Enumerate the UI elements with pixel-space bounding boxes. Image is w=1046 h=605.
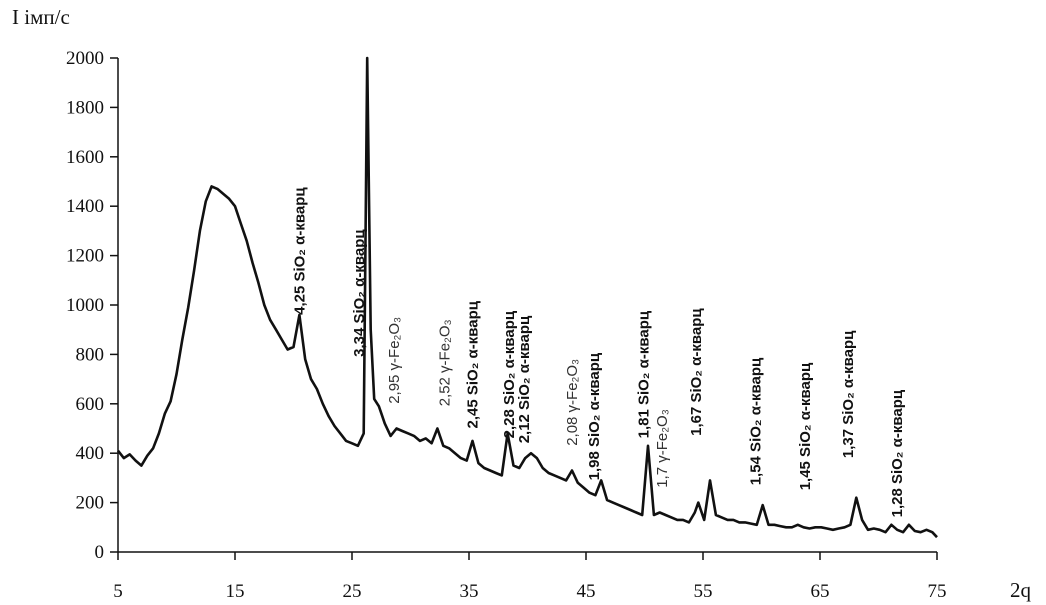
- x-tick-label: 25: [343, 581, 362, 602]
- y-tick-label: 1600: [66, 147, 104, 168]
- peak-label: 1,7 γ-Fe₂O₃: [654, 409, 671, 488]
- peak-label: 1,45 SiO₂ α-кварц: [797, 362, 814, 490]
- peak-label: 1,37 SiO₂ α-кварц: [840, 330, 857, 458]
- x-tick-label: 5: [113, 581, 123, 602]
- x-tick-label: 15: [226, 581, 245, 602]
- peak-label: 1,54 SiO₂ α-кварц: [748, 357, 765, 485]
- peak-label: 2,12 SiO₂ α-кварц: [516, 315, 533, 443]
- y-tick-label: 1000: [66, 295, 104, 316]
- y-tick-label: 2000: [66, 48, 104, 69]
- y-tick-label: 0: [95, 542, 105, 563]
- diffraction-line: [116, 56, 938, 539]
- y-tick-label: 200: [76, 493, 105, 514]
- x-tick-label: 45: [577, 581, 596, 602]
- series-layer: [116, 56, 938, 539]
- x-tick-label: 75: [928, 581, 947, 602]
- y-tick-label: 1800: [66, 97, 104, 118]
- peak-label: 2,95 γ-Fe₂O₃: [386, 317, 403, 404]
- y-axis-title: I імп/с: [12, 5, 70, 29]
- y-tick-label: 800: [76, 344, 105, 365]
- peak-label: 1,28 SiO₂ α-кварц: [889, 389, 906, 517]
- peak-label: 1,81 SiO₂ α-кварц: [635, 310, 652, 438]
- y-tick-label: 400: [76, 443, 105, 464]
- peak-label: 2,52 γ-Fe₂O₃: [436, 319, 453, 406]
- peak-label: 3,34 SiO₂ α-кварц: [351, 229, 368, 357]
- x-tick-label: 55: [694, 581, 713, 602]
- x-tick-label: 35: [460, 581, 479, 602]
- peak-label: 4,25 SiO₂ α-кварц: [291, 187, 308, 315]
- peak-label: 1,67 SiO₂ α-кварц: [688, 308, 705, 436]
- peak-label: 2,08 γ-Fe₂O₃: [564, 359, 581, 446]
- x-tick-label: 65: [811, 581, 830, 602]
- x-axis-title: 2q: [1010, 578, 1032, 602]
- peak-label: 2,28 SiO₂ α-кварц: [501, 310, 518, 438]
- y-tick-label: 1400: [66, 196, 104, 217]
- y-tick-label: 600: [76, 394, 105, 415]
- y-tick-label: 1200: [66, 246, 104, 267]
- peak-label: 1,98 SiO₂ α-кварц: [586, 352, 603, 480]
- peak-label: 2,45 SiO₂ α-кварц: [465, 300, 482, 428]
- ticks-layer: 0 200 400 600 800 1000 1200 1400 1600 1800 2000 5 15…: [66, 48, 947, 602]
- annotations-layer: 4,25 SiO₂ α-кварц 3,34 SiO₂ α-кварц 2,95 γ…: [291, 187, 906, 518]
